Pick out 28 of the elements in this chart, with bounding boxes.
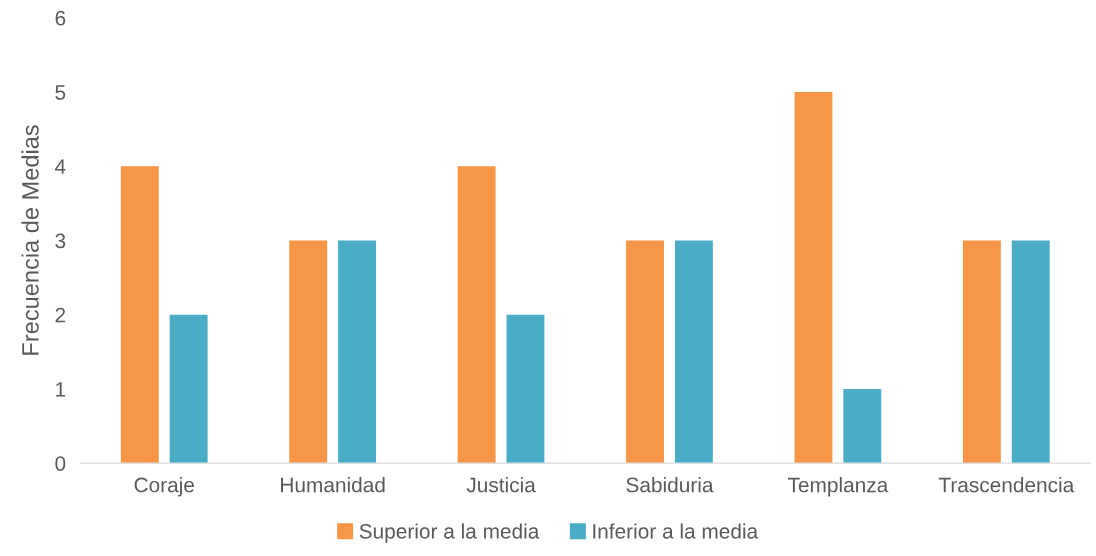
bar: [626, 240, 664, 464]
bar: [843, 388, 882, 464]
bar: [289, 240, 328, 464]
y-tick-label: 3: [55, 233, 66, 249]
y-tick-label: 2: [55, 307, 66, 323]
y-tick-label: 1: [56, 382, 66, 397]
legend-label: Inferior a la media: [593, 523, 759, 539]
x-tick-label: Templanza: [787, 477, 889, 497]
bar: [120, 166, 159, 464]
bar: [169, 314, 208, 464]
x-tick-label: Justicia: [466, 477, 536, 493]
bar: [1011, 240, 1050, 464]
y-axis-title: Frecuencia de Medias: [21, 125, 39, 355]
bar: [506, 314, 545, 464]
x-tick-label: Coraje: [134, 477, 194, 497]
bar: [457, 166, 496, 464]
bar: [794, 92, 833, 464]
bar: [962, 240, 1001, 464]
bar: [674, 240, 713, 464]
y-tick-label: 4: [55, 159, 66, 174]
bar: [338, 240, 376, 464]
y-tick-label: 0: [55, 456, 66, 471]
y-tick-label: 6: [55, 10, 66, 26]
x-tick-label: Sabiduria: [626, 477, 714, 493]
y-tick-label: 5: [55, 85, 66, 100]
x-tick-label: Humanidad: [281, 477, 385, 493]
x-tick-label: Trascendencia: [938, 477, 1075, 493]
legend-label: Superior a la media: [359, 523, 540, 543]
